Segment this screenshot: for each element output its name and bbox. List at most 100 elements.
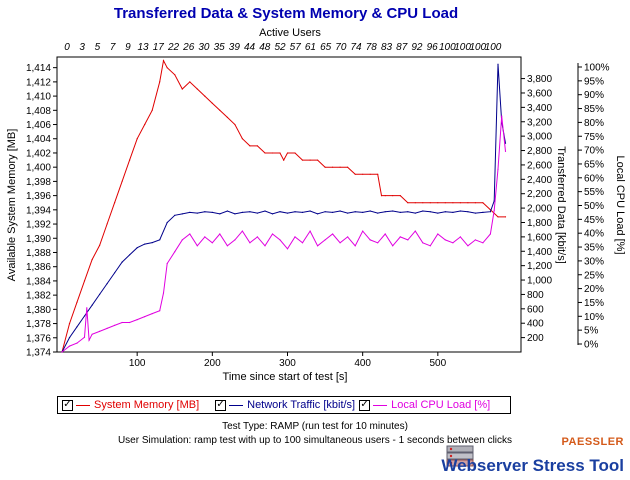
series-point bbox=[226, 116, 228, 118]
series-point bbox=[452, 202, 454, 204]
series-point bbox=[474, 202, 476, 204]
right2-tick-label: 60% bbox=[584, 173, 604, 184]
series-point bbox=[362, 173, 364, 175]
series-point bbox=[452, 242, 454, 244]
series-point bbox=[437, 233, 439, 235]
series-point bbox=[76, 326, 78, 328]
series-point bbox=[354, 211, 356, 213]
series-point bbox=[121, 180, 123, 182]
series-point bbox=[144, 243, 146, 245]
series-point bbox=[501, 115, 503, 117]
series-point bbox=[504, 150, 507, 152]
series-point bbox=[106, 327, 108, 329]
series-point bbox=[181, 88, 183, 90]
top-tick-label: 57 bbox=[290, 42, 302, 53]
left-tick-label: 1,374 bbox=[26, 348, 51, 359]
series-point bbox=[151, 242, 153, 244]
right2-tick-label: 65% bbox=[584, 159, 604, 170]
right1-tick-label: 2,000 bbox=[527, 204, 552, 215]
series-point bbox=[234, 213, 236, 215]
series-point bbox=[83, 336, 86, 338]
series-point bbox=[256, 212, 258, 214]
series-point bbox=[444, 239, 446, 241]
series-point bbox=[129, 321, 131, 324]
right2-tick-label: 30% bbox=[584, 256, 604, 267]
series-point bbox=[76, 342, 78, 344]
right2-tick-label: 25% bbox=[584, 270, 604, 281]
series-point bbox=[249, 211, 251, 213]
top-tick-label: 83 bbox=[381, 42, 393, 53]
series-point bbox=[309, 159, 311, 161]
series-point bbox=[429, 211, 431, 213]
series-point bbox=[162, 60, 165, 62]
left-axis-label: Available System Memory [MB] bbox=[6, 129, 18, 282]
legend-checkbox-cpu-load[interactable]: ✓ bbox=[359, 399, 371, 411]
legend-swatch-cpu-load bbox=[373, 404, 388, 406]
right2-tick-label: 5% bbox=[584, 326, 599, 337]
series-point bbox=[121, 321, 123, 324]
series-point bbox=[474, 239, 476, 241]
left-tick-label: 1,386 bbox=[26, 262, 51, 273]
series-point bbox=[166, 221, 168, 224]
series-point bbox=[114, 324, 116, 326]
series-point bbox=[354, 245, 356, 247]
top-tick-label: 87 bbox=[396, 42, 408, 53]
legend-item-cpu-load[interactable]: ✓ Local CPU Load [%] bbox=[359, 399, 490, 411]
x-tick-label: 300 bbox=[279, 358, 296, 369]
series-point bbox=[159, 310, 161, 312]
legend-checkbox-system-memory[interactable]: ✓ bbox=[62, 399, 73, 411]
right1-tick-label: 3,800 bbox=[527, 74, 552, 85]
left-tick-label: 1,388 bbox=[26, 248, 51, 259]
top-tick-label: 48 bbox=[259, 42, 271, 53]
left-tick-label: 1,380 bbox=[26, 305, 51, 316]
series-point bbox=[211, 211, 213, 213]
left-tick-label: 1,404 bbox=[26, 134, 51, 145]
series-point bbox=[219, 213, 221, 215]
series-point bbox=[459, 202, 461, 204]
plot-frame bbox=[56, 56, 522, 353]
series-point bbox=[136, 138, 138, 140]
series-point bbox=[429, 245, 431, 247]
series-point bbox=[399, 195, 401, 197]
series-point bbox=[467, 202, 469, 204]
axes bbox=[56, 56, 579, 353]
right1-tick-label: 2,400 bbox=[527, 175, 552, 186]
series-point bbox=[174, 251, 176, 253]
series-point bbox=[114, 202, 116, 204]
series-point bbox=[129, 159, 131, 161]
x-tick-label: 500 bbox=[429, 358, 446, 369]
series-point bbox=[189, 233, 191, 235]
series-point bbox=[497, 216, 499, 218]
legend-item-system-memory[interactable]: ✓ System Memory [MB] bbox=[62, 399, 199, 411]
right1-tick-label: 1,200 bbox=[527, 261, 552, 272]
top-tick-label: 0 bbox=[64, 42, 70, 53]
top-tick-label: 70 bbox=[335, 42, 347, 53]
series-point bbox=[309, 230, 311, 232]
series-point bbox=[204, 211, 206, 213]
series-point bbox=[377, 212, 379, 214]
series-point bbox=[121, 261, 123, 263]
series-point bbox=[91, 333, 93, 335]
right1-tick-label: 2,200 bbox=[527, 189, 552, 200]
series-point bbox=[264, 245, 266, 247]
left-tick-label: 1,378 bbox=[26, 319, 51, 330]
left-axis-ticks: 1,374 1,376 1,378 1,380 1,382 1,384 1,386 1,388… bbox=[26, 63, 57, 359]
series-point bbox=[189, 81, 191, 83]
series-point bbox=[324, 166, 326, 168]
legend: ✓ System Memory [MB] ✓ Network Traffic [… bbox=[57, 396, 511, 414]
series-point bbox=[283, 159, 285, 161]
top-tick-label: 3 bbox=[79, 42, 85, 53]
legend-item-network-traffic[interactable]: ✓ Network Traffic [kbit/s] bbox=[215, 399, 355, 411]
left-tick-label: 1,394 bbox=[26, 205, 51, 216]
series-point bbox=[83, 280, 86, 282]
right2-tick-label: 85% bbox=[584, 104, 604, 115]
left-tick-label: 1,402 bbox=[26, 148, 51, 159]
brand-vendor: PAESSLER bbox=[561, 436, 624, 448]
series-point bbox=[301, 159, 304, 161]
series-point bbox=[452, 211, 454, 213]
legend-checkbox-network-traffic[interactable]: ✓ bbox=[215, 399, 227, 411]
series-point bbox=[493, 200, 495, 202]
series-point bbox=[414, 212, 416, 214]
series-0 bbox=[61, 59, 507, 353]
right2-tick-label: 95% bbox=[584, 76, 604, 87]
